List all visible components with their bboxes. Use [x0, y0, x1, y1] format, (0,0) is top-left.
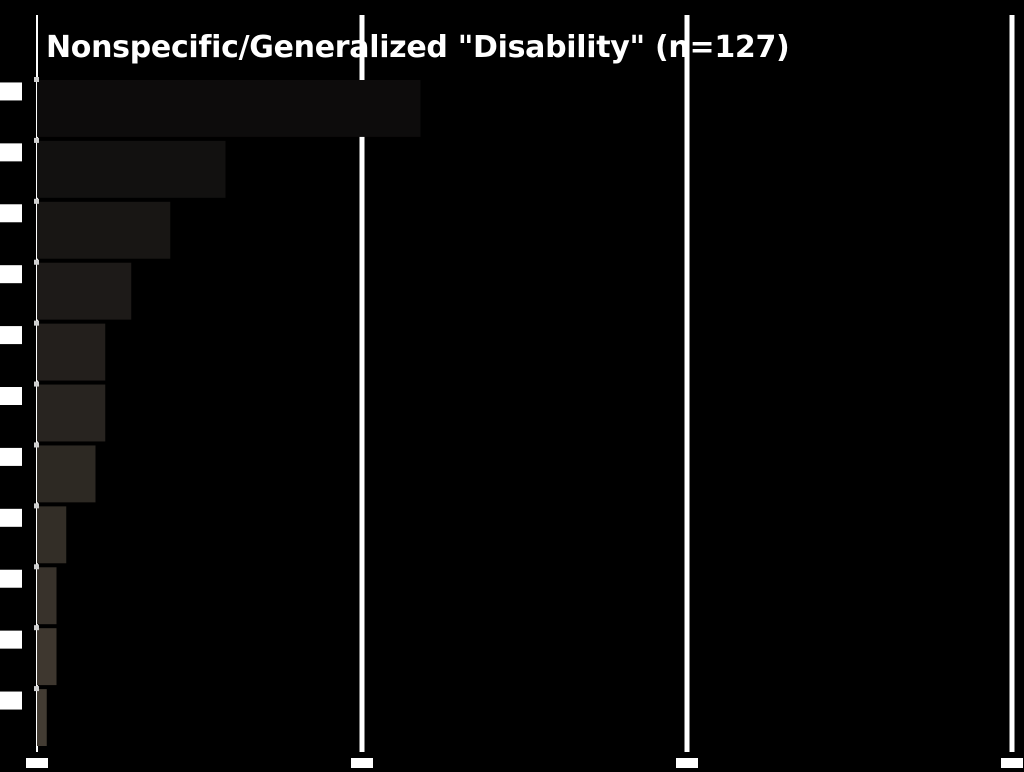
x-tick-mark	[26, 758, 48, 768]
bar	[37, 201, 171, 259]
bar	[37, 323, 106, 381]
bar	[37, 567, 57, 625]
y-tick-mark	[34, 442, 39, 448]
bar	[37, 628, 57, 686]
category-marker	[0, 447, 22, 466]
category-marker	[0, 143, 22, 162]
y-tick-mark	[34, 503, 39, 509]
bar	[37, 140, 226, 198]
y-tick-mark	[34, 381, 39, 387]
bar	[37, 262, 132, 320]
y-tick-mark	[34, 625, 39, 631]
y-tick-mark	[34, 137, 39, 143]
bar	[37, 689, 47, 746]
x-tick-mark	[1001, 758, 1023, 768]
x-tick-mark	[351, 758, 373, 768]
bars	[37, 80, 421, 746]
category-marker	[0, 326, 22, 345]
category-markers	[0, 77, 39, 710]
category-marker	[0, 204, 22, 223]
y-tick-mark	[34, 259, 39, 265]
bar	[37, 445, 96, 503]
category-marker	[0, 508, 22, 527]
y-tick-mark	[34, 564, 39, 570]
y-tick-mark	[34, 77, 39, 82]
category-marker	[0, 691, 22, 710]
category-marker	[0, 82, 22, 101]
chart-title: Nonspecific/Generalized "Disability" (n=…	[46, 30, 790, 65]
bar	[37, 384, 106, 442]
x-tick-mark	[676, 758, 698, 768]
category-marker	[0, 387, 22, 405]
category-marker	[0, 630, 22, 649]
y-tick-mark	[34, 198, 39, 204]
y-tick-mark	[34, 320, 39, 326]
bar	[37, 506, 67, 564]
category-marker	[0, 569, 22, 588]
bar	[37, 80, 421, 137]
category-marker	[0, 265, 22, 284]
y-tick-mark	[34, 686, 39, 692]
